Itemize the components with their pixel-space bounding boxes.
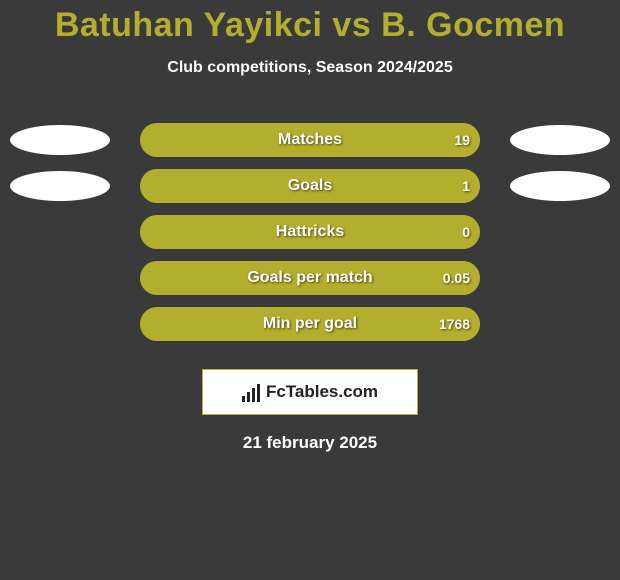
infographic-container: Batuhan Yayikci vs B. Gocmen Club compet…: [0, 0, 620, 580]
stat-value-right: 1: [462, 178, 470, 194]
stat-pill: Hattricks 0: [140, 215, 480, 249]
logo-bar-icon: [242, 396, 245, 402]
stats-area: Matches 19 Goals 1 Hattricks 0 Goals per match…: [0, 117, 620, 347]
stat-value-right: 19: [454, 132, 470, 148]
stat-row: Min per goal 1768: [0, 301, 620, 347]
stat-row: Hattricks 0: [0, 209, 620, 255]
stat-label: Hattricks: [276, 223, 344, 241]
stat-value-right: 1768: [439, 316, 470, 332]
left-ellipse-icon: [10, 125, 110, 155]
right-ellipse-icon: [510, 125, 610, 155]
stat-label: Min per goal: [263, 315, 357, 333]
stat-pill: Min per goal 1768: [140, 307, 480, 341]
stat-pill: Goals 1: [140, 169, 480, 203]
logo-box: FcTables.com: [202, 369, 418, 415]
date-text: 21 february 2025: [0, 433, 620, 453]
left-ellipse-icon: [10, 171, 110, 201]
subtitle: Club competitions, Season 2024/2025: [0, 59, 620, 77]
stat-row: Goals 1: [0, 163, 620, 209]
logo-bar-icon: [257, 384, 260, 402]
stat-row: Goals per match 0.05: [0, 255, 620, 301]
right-ellipse-icon: [510, 171, 610, 201]
stat-row: Matches 19: [0, 117, 620, 163]
logo-bar-icon: [247, 392, 250, 402]
stat-value-right: 0.05: [443, 270, 470, 286]
logo-bars-icon: [242, 382, 260, 402]
logo-text: FcTables.com: [266, 382, 378, 402]
stat-label: Goals: [288, 177, 332, 195]
logo-bar-icon: [252, 388, 255, 402]
stat-label: Matches: [278, 131, 342, 149]
stat-pill: Goals per match 0.05: [140, 261, 480, 295]
page-title: Batuhan Yayikci vs B. Gocmen: [0, 0, 620, 45]
stat-label: Goals per match: [247, 269, 372, 287]
stat-value-right: 0: [462, 224, 470, 240]
stat-pill: Matches 19: [140, 123, 480, 157]
